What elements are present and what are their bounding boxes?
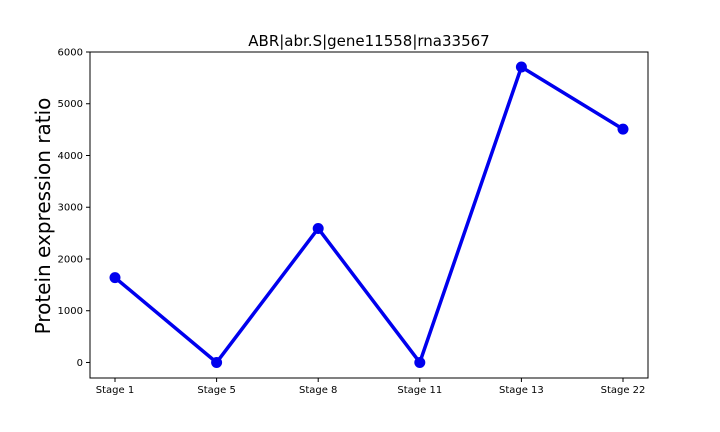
data-point <box>312 222 324 234</box>
y-tick-label: 3000 <box>58 203 83 214</box>
y-axis-label: Protein expression ratio <box>31 98 55 335</box>
y-tick-label: 4000 <box>58 151 83 162</box>
y-tick-label: 6000 <box>58 48 83 59</box>
y-tick-label: 0 <box>77 358 83 369</box>
x-tick-label: Stage 22 <box>601 385 646 396</box>
data-point <box>515 61 527 73</box>
x-tick-label: Stage 8 <box>299 385 337 396</box>
y-axis: 0 1000 2000 3000 4000 5000 6000 <box>58 48 90 369</box>
x-tick-label: Stage 1 <box>96 385 134 396</box>
y-tick-label: 2000 <box>58 254 83 265</box>
y-tick-label: 1000 <box>58 306 83 317</box>
x-tick-label: Stage 11 <box>397 385 442 396</box>
series-line <box>113 65 624 365</box>
data-point <box>617 123 629 135</box>
y-tick-label: 5000 <box>58 99 83 110</box>
data-point <box>414 356 426 368</box>
data-point <box>109 272 121 284</box>
x-tick-label: Stage 13 <box>499 385 544 396</box>
series-group <box>109 61 629 368</box>
x-axis: Stage 1 Stage 5 Stage 8 Stage 11 Stage 13 Sta… <box>96 378 646 396</box>
plot-area <box>89 51 649 379</box>
chart-title: ABR|abr.S|gene11558|rna33567 <box>248 32 489 50</box>
x-tick-label: Stage 5 <box>197 385 235 396</box>
data-point <box>211 356 223 368</box>
